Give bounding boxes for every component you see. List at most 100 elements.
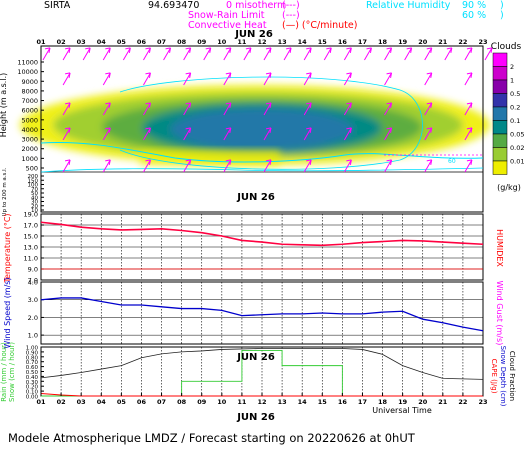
- wind-arrow-head: [265, 72, 272, 78]
- bottom-hour-label: 21: [438, 398, 448, 406]
- y-tick-label: 0.80: [26, 355, 39, 361]
- series-line: [40, 221, 484, 247]
- wind-plot: 4.0 3.0 2.0 1.0: [28, 279, 484, 344]
- wind-arrow: [364, 47, 372, 61]
- wind-arrows: [42, 47, 493, 173]
- colorbar-cell: [492, 106, 508, 121]
- wind-arrow-head: [366, 47, 372, 53]
- wind-arrow-head: [265, 47, 272, 53]
- colorbar-cell: [492, 147, 508, 162]
- y-tick-label: 0.20: [26, 385, 39, 391]
- clouds-y-tick-label: 7000: [21, 97, 38, 105]
- station-name: SIRTA: [44, 0, 71, 11]
- wind-arrow-head: [306, 159, 312, 165]
- top-hour-label: 07: [157, 38, 166, 46]
- colorbar-level-label: 2: [510, 63, 514, 71]
- cape-label: CAPE (J/g): [490, 359, 498, 394]
- wind-arrow: [223, 159, 232, 173]
- wind-arrow-head: [346, 102, 352, 108]
- wind-arrow: [223, 127, 232, 141]
- bottom-hour-label: 19: [398, 398, 408, 406]
- top-hour-label: 11: [237, 38, 247, 46]
- colorbar-cell: [492, 133, 508, 148]
- bottom-hour-label: 15: [318, 398, 328, 406]
- bottom-hour-label: 20: [418, 398, 428, 406]
- wind-arrow: [464, 72, 473, 86]
- colorbar-swatches: 2 1 0.5 0.2 0.1 0.05 0.02 0.01: [492, 52, 524, 175]
- wind-arrow: [263, 159, 272, 173]
- clouds-colorbar: Clouds 2 1 0.5 0.2 0.1 0.05 0.02 0.01 (g/kg): [491, 42, 525, 192]
- clouds-y-axis: 1100010000900080007000600050004000300020…: [17, 59, 44, 214]
- bottom-hour-label: 12: [257, 398, 266, 406]
- wind-arrow: [424, 47, 433, 61]
- top-hour-label: 16: [338, 38, 348, 46]
- wind-arrow-head: [145, 127, 151, 133]
- wind-arrow: [464, 102, 473, 116]
- wind-arrow-head: [105, 127, 111, 133]
- wind-arrow: [424, 127, 433, 141]
- wind-arrow: [343, 159, 352, 173]
- wind-arrow: [384, 159, 392, 173]
- wind-arrow: [424, 72, 433, 86]
- bottom-hour-axis: 01 02 03 04 05 06 07 08 09 10 11 12 13 14 15 16 17 18 19 20…: [36, 393, 488, 406]
- clouds-y-tick-label: 70: [31, 187, 38, 193]
- wind-arrow-head: [426, 159, 433, 165]
- wind-arrow: [102, 159, 111, 173]
- wind-arrow-head: [406, 47, 413, 53]
- wind-arrow: [62, 102, 71, 116]
- legend-convective-heat-swatch: (—) (°C/minute): [282, 20, 357, 31]
- clouds-y-tick-label: 5000: [21, 116, 38, 124]
- bottom-hour-label: 01: [36, 398, 46, 406]
- rh-contour-low: [40, 167, 484, 173]
- top-hour-label: 06: [137, 38, 147, 46]
- wind-arrow-head: [426, 127, 433, 133]
- y-tick-label: 1.00: [26, 346, 39, 352]
- legend-relative-humidity: Relative Humidity: [366, 0, 451, 11]
- temperature-panel: 19.0 17.0 15.0 13.0 11.0 9.0 7.0 Temperature (…: [3, 211, 504, 285]
- bottom-hour-label: 05: [117, 398, 127, 406]
- wind-arrow-head: [426, 102, 433, 108]
- bottom-hour-label: 18: [378, 398, 388, 406]
- snow-depth-label: Snow Depth (cm): [499, 346, 507, 407]
- wind-arrow: [263, 127, 272, 141]
- top-hour-label: 15: [318, 38, 328, 46]
- wind-gust-label: Wind Gust (m/s): [495, 281, 504, 346]
- wind-arrow: [384, 127, 392, 141]
- precip-plot: 1.000.900.800.700.600.500.400.300.200.10…: [26, 346, 484, 401]
- wind-arrow: [102, 72, 111, 86]
- colorbar-level-label: 0.01: [510, 158, 524, 166]
- cloud-fraction-label: Cloud Fraction: [508, 351, 516, 401]
- wind-arrow-head: [225, 102, 232, 108]
- top-hour-label: 01: [36, 38, 46, 46]
- rh-bracket-2: ): [500, 10, 504, 21]
- wind-arrow-head: [306, 72, 312, 78]
- wind-arrow: [384, 47, 392, 61]
- wind-arrow: [323, 47, 332, 61]
- rh-level-60: 60 %: [462, 10, 486, 21]
- wind-arrow: [82, 47, 91, 61]
- top-hour-label: 21: [438, 38, 448, 46]
- wind-arrow: [343, 72, 352, 86]
- clouds-y-tick-label: 4000: [21, 126, 38, 134]
- rh-contour-90: [40, 142, 484, 163]
- clouds-y-tick-label: 40: [31, 195, 38, 201]
- top-hour-label: 05: [117, 38, 127, 46]
- wind-arrow: [143, 102, 151, 116]
- wind-arrow: [343, 127, 352, 141]
- bottom-hour-label: 06: [137, 398, 147, 406]
- wind-arrow-head: [446, 47, 453, 53]
- wind-arrow-head: [386, 127, 393, 133]
- y-tick-label: 9.0: [28, 266, 38, 274]
- y-tick-label: 0.30: [26, 380, 39, 386]
- clouds-y-tick-label: 100: [28, 183, 39, 189]
- wind-arrow: [283, 47, 292, 61]
- bottom-hour-label: 08: [177, 398, 187, 406]
- clouds-y-tick-label: 30: [31, 200, 38, 206]
- colorbar-level-label: 1: [510, 77, 514, 85]
- wind-arrow: [163, 47, 171, 61]
- wind-arrow-head: [185, 47, 192, 53]
- colorbar-title: Clouds: [491, 42, 522, 52]
- wind-arrow: [183, 47, 192, 61]
- wind-arrow: [263, 47, 272, 61]
- wind-arrow-head: [125, 47, 131, 53]
